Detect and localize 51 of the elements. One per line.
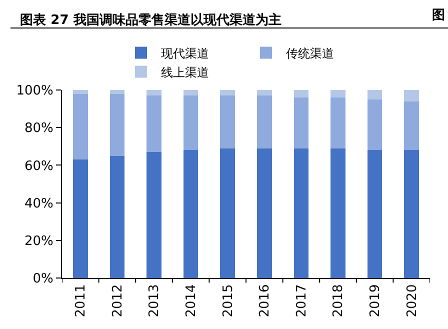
bar — [183, 96, 198, 150]
x-tick-label: 2014 — [184, 284, 200, 318]
bar — [146, 152, 162, 278]
bar — [220, 148, 235, 278]
x-tick-label: 2020 — [404, 284, 420, 318]
bar — [220, 90, 235, 96]
x-tick-label: 2013 — [147, 284, 162, 318]
legend-label: 传统渠道 — [286, 46, 334, 60]
bar — [330, 90, 346, 98]
bar — [73, 94, 88, 160]
y-tick-label: 80% — [24, 121, 54, 136]
bar — [330, 98, 346, 148]
y-tick-label: 60% — [24, 158, 54, 174]
bar — [73, 160, 88, 278]
bar — [367, 90, 382, 100]
bar — [183, 90, 198, 96]
x-tick-label: 2016 — [258, 284, 273, 318]
y-tick-label: 20% — [24, 234, 54, 249]
bar — [294, 148, 309, 278]
bar — [367, 99, 382, 150]
bar — [257, 96, 272, 148]
bar — [257, 148, 272, 278]
bar — [294, 90, 309, 98]
bar — [73, 90, 88, 94]
chart-title: 图表 27 我国调味品零售渠道以现代渠道为主 — [20, 12, 282, 28]
bar — [110, 156, 125, 278]
y-tick-label: 40% — [24, 196, 54, 212]
bar — [257, 90, 272, 96]
x-tick-label: 2012 — [110, 284, 126, 318]
bar — [110, 94, 125, 156]
legend-label: 现代渠道 — [161, 46, 209, 60]
bar — [367, 150, 382, 278]
bar — [330, 148, 346, 278]
x-tick-label: 2015 — [220, 284, 236, 318]
bar — [404, 90, 419, 102]
bar — [220, 96, 235, 148]
y-tick-label: 100% — [16, 84, 54, 99]
bar — [183, 150, 198, 278]
x-tick-label: 2018 — [331, 284, 346, 318]
legend-label: 线上渠道 — [161, 65, 209, 80]
x-tick-label: 2017 — [294, 284, 310, 318]
bar — [146, 96, 162, 152]
bar — [404, 101, 419, 150]
x-tick-label: 2011 — [74, 284, 89, 318]
bar — [294, 98, 309, 148]
bar — [404, 150, 419, 278]
x-tick-label: 2019 — [368, 284, 384, 318]
bar — [146, 90, 162, 96]
y-tick-label: 0% — [32, 272, 54, 287]
text: 图 — [432, 8, 445, 23]
bar — [110, 90, 125, 94]
